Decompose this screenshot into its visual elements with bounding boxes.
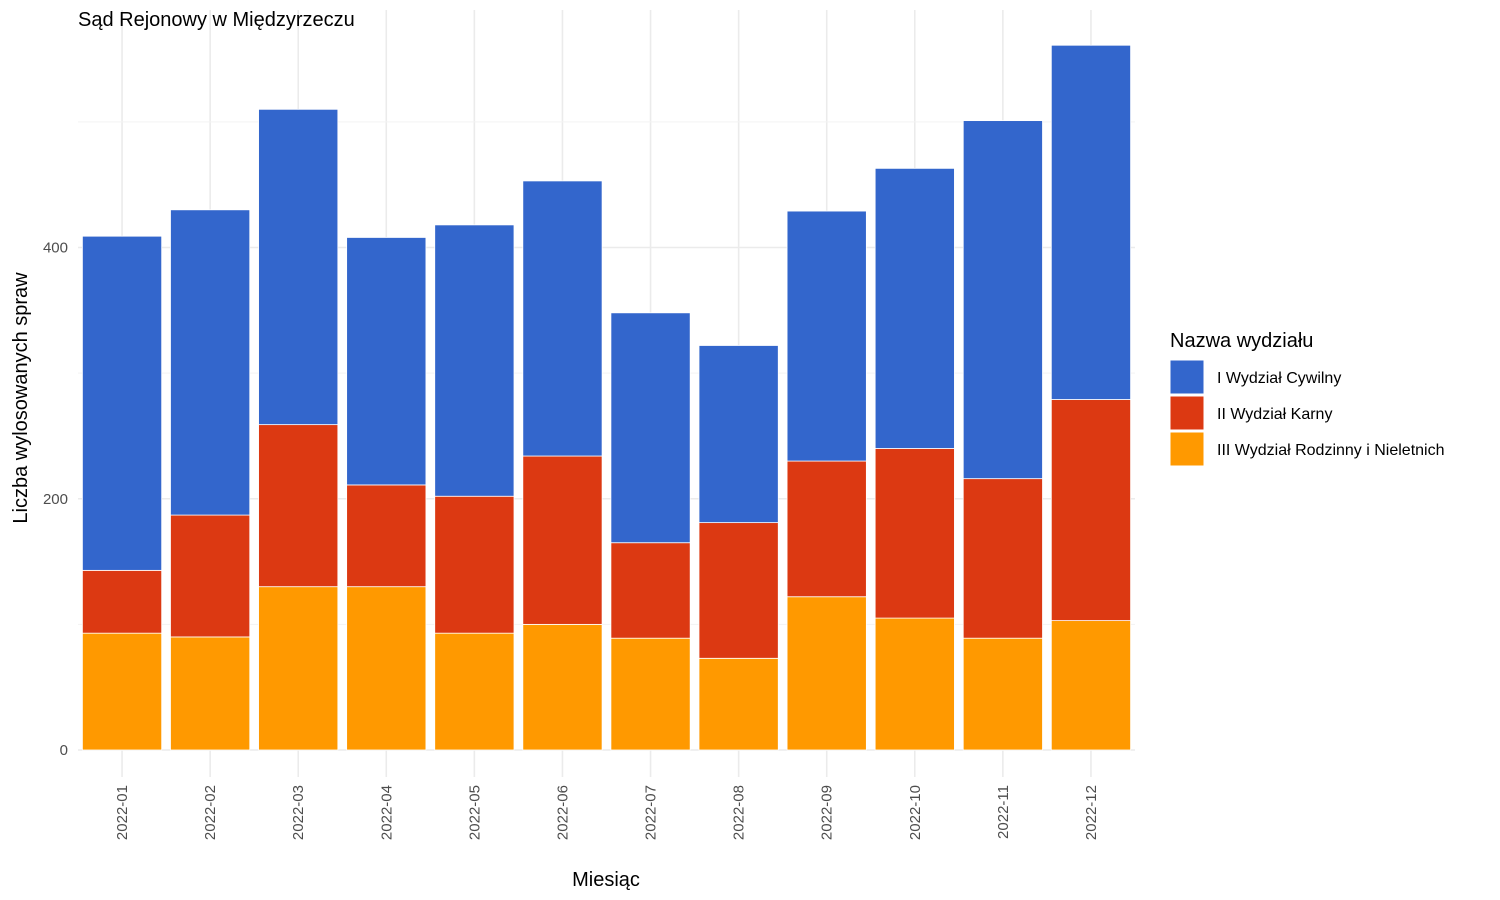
bar-segment — [698, 345, 779, 524]
y-tick-label: 0 — [60, 742, 68, 759]
bar-segment — [170, 514, 251, 638]
bar-segment — [1050, 620, 1131, 751]
bar-segment — [522, 455, 603, 625]
legend-label: III Wydział Rodzinny i Nieletnich — [1217, 442, 1445, 459]
bar-segment — [698, 522, 779, 659]
x-tick-label: 2022-05 — [466, 785, 483, 840]
bar-segment — [258, 424, 339, 588]
bar-segment — [82, 632, 163, 751]
bar-segment — [434, 632, 515, 751]
legend-label: II Wydział Karny — [1217, 406, 1332, 423]
bar-segment — [434, 224, 515, 497]
bar-segment — [786, 460, 867, 598]
x-tick-label: 2022-02 — [202, 785, 219, 840]
bar-segment — [786, 596, 867, 751]
bar-segment — [170, 636, 251, 751]
bar-segment — [874, 617, 955, 751]
chart-title: Sąd Rejonowy w Międzyrzeczu — [78, 9, 355, 31]
bar-segment — [1050, 399, 1131, 622]
bar-segment — [346, 237, 427, 486]
bar-segment — [962, 478, 1043, 639]
x-tick-label: 2022-10 — [907, 785, 924, 840]
bar-segment — [1050, 44, 1131, 400]
legend-items: I Wydział Cywilny II Wydział Karny III Wyd… — [1169, 359, 1445, 467]
bar-segment — [258, 108, 339, 426]
legend-swatch — [1169, 431, 1205, 467]
bar-segment — [610, 637, 691, 751]
x-tick-label: 2022-12 — [1083, 785, 1100, 840]
y-axis-label: Liczba wylosowanych spraw — [10, 272, 32, 524]
bar-segment — [874, 167, 955, 449]
y-axis-ticks: 0 200 400 — [43, 240, 68, 760]
bars — [82, 44, 1131, 751]
x-tick-label: 2022-06 — [554, 785, 571, 840]
x-axis-ticks: 2022-01 2022-02 2022-03 2022-04 2022-05 2022-… — [114, 785, 1100, 840]
bar-segment — [698, 657, 779, 751]
x-tick-label: 2022-01 — [114, 785, 131, 840]
x-tick-label: 2022-07 — [643, 785, 660, 840]
bar-segment — [874, 448, 955, 619]
legend-label: I Wydział Cywilny — [1217, 370, 1341, 387]
bar-segment — [786, 210, 867, 462]
bar-segment — [962, 637, 1043, 751]
x-axis-label: Miesiąc — [572, 869, 640, 891]
bar-segment — [258, 586, 339, 751]
bar-segment — [346, 484, 427, 588]
x-tick-label: 2022-04 — [378, 785, 395, 840]
bar-segment — [962, 120, 1043, 480]
legend-swatch — [1169, 359, 1205, 395]
legend: Nazwa wydziału I Wydział Cywilny II Wydzi… — [1169, 330, 1445, 467]
legend-swatch — [1169, 395, 1205, 431]
bar-segment — [522, 180, 603, 457]
bar-segment — [610, 312, 691, 544]
bar-segment — [610, 542, 691, 639]
x-tick-label: 2022-11 — [995, 785, 1012, 839]
y-tick-label: 200 — [43, 491, 68, 508]
y-tick-label: 400 — [43, 240, 68, 257]
x-tick-label: 2022-08 — [731, 785, 748, 840]
bar-segment — [522, 623, 603, 751]
x-tick-label: 2022-09 — [819, 785, 836, 840]
x-tick-label: 2022-03 — [290, 785, 307, 840]
bar-segment — [82, 235, 163, 571]
bar-segment — [434, 495, 515, 634]
bar-segment — [170, 209, 251, 516]
legend-title: Nazwa wydziału — [1170, 330, 1313, 352]
bar-segment — [346, 586, 427, 751]
bar-segment — [82, 569, 163, 634]
